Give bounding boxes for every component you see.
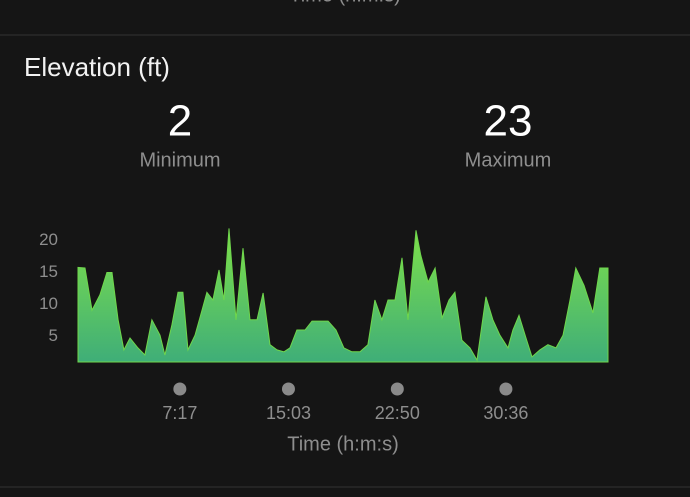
stat-value: 2 <box>168 97 192 146</box>
header-fragment: Time (h:m:s) <box>289 0 400 6</box>
stat-label: Minimum <box>139 149 220 171</box>
x-tick-dot <box>173 382 187 396</box>
x-tick-dot <box>281 382 295 396</box>
x-tick-label: 7:17 <box>162 403 197 423</box>
stat-value: 23 <box>484 97 533 146</box>
stat-label: Maximum <box>465 149 552 171</box>
y-tick-label: 20 <box>39 230 58 249</box>
x-axis-label: Time (h:m:s) <box>287 433 398 455</box>
x-tick-dot <box>390 382 404 396</box>
y-tick-label: 15 <box>39 262 58 281</box>
elevation-area <box>77 228 609 363</box>
x-tick-label: 15:03 <box>266 403 311 423</box>
y-tick-label: 10 <box>39 294 58 313</box>
x-tick-label: 22:50 <box>375 403 420 423</box>
x-tick-label: 30:36 <box>483 403 528 423</box>
y-tick-label: 5 <box>49 326 58 345</box>
x-tick-dot <box>499 382 513 396</box>
section-title: Elevation (ft) <box>24 52 170 82</box>
